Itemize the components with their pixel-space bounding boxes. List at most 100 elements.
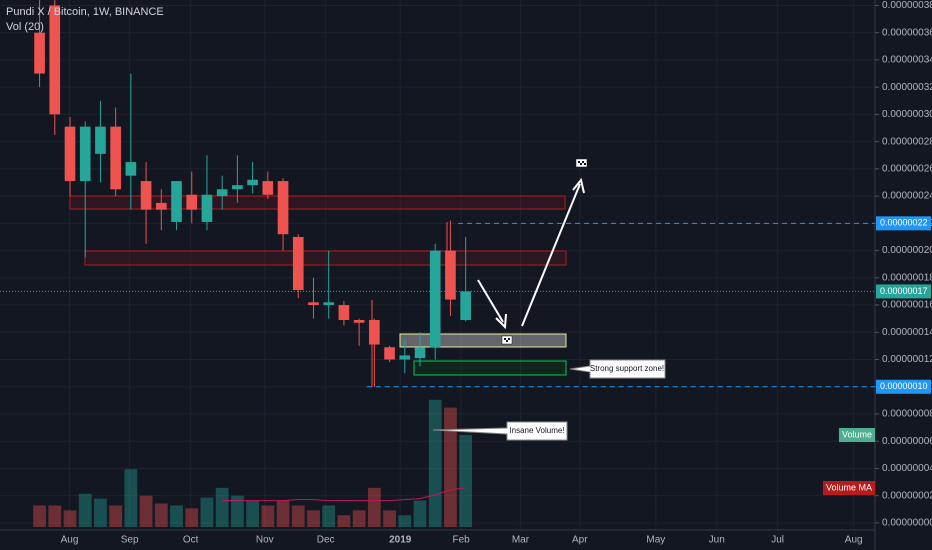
callout: Insane Volume! xyxy=(432,421,568,441)
volume-bar xyxy=(398,515,412,527)
candle-body xyxy=(277,181,289,235)
callout-text: Strong support zone! xyxy=(590,364,664,373)
volume-bar xyxy=(33,505,46,527)
candle-body xyxy=(399,355,411,360)
legend-tag xyxy=(822,481,875,495)
legend-label: Volume xyxy=(842,429,872,439)
candle-body xyxy=(186,194,198,210)
callout-box xyxy=(569,359,666,379)
y-tick-label: 0.00000002 xyxy=(882,490,932,501)
volume-bar xyxy=(154,503,168,527)
candle-body xyxy=(262,181,274,195)
volume-bar xyxy=(215,487,229,527)
volume-bar xyxy=(459,435,473,527)
candle-body xyxy=(64,126,76,182)
y-tick-label: 0.00000032 xyxy=(882,82,932,93)
price-tag xyxy=(876,379,931,394)
y-tick-label: 0.00000020 xyxy=(882,245,932,256)
x-tick-label: Mar xyxy=(512,535,530,546)
x-tick-label: Oct xyxy=(183,535,199,546)
y-tick-label: 0.00000038 xyxy=(882,0,932,11)
candle-body xyxy=(79,126,91,182)
candle-body xyxy=(353,320,365,323)
candle-body xyxy=(323,302,335,306)
volume-bar xyxy=(231,495,244,527)
x-tick-label: May xyxy=(646,535,665,546)
candle-body xyxy=(429,250,441,348)
candle-body xyxy=(247,179,258,186)
y-tick-label: 0.00000004 xyxy=(882,463,932,474)
y-tick-label: 0.00000026 xyxy=(882,163,932,174)
candle-body xyxy=(338,305,350,321)
volume-bar xyxy=(322,505,336,527)
candle-body xyxy=(49,5,61,115)
volume-bar xyxy=(261,505,275,527)
axes: 0.00000000 0.00000002 0.00000004 0.00000006… xyxy=(61,0,932,546)
chart-title: Pundi X / Bitcoin, 1W, BINANCE xyxy=(6,6,164,18)
volume-bar xyxy=(200,497,214,527)
arrow-head xyxy=(572,177,585,194)
candle-body xyxy=(95,126,106,154)
arrows xyxy=(477,177,585,330)
flag-icon xyxy=(501,158,588,345)
volume-bar xyxy=(109,505,123,527)
target-zone xyxy=(399,333,567,348)
callout-text: Insane Volume! xyxy=(509,426,564,435)
y-tick-label: 0.00000016 xyxy=(882,300,932,311)
x-tick-label: Aug xyxy=(61,535,79,546)
y-tick-label: 0.00000006 xyxy=(882,436,932,447)
volume-bar xyxy=(352,510,366,527)
arrow-head xyxy=(495,313,507,330)
y-tick-label: 0.00000008 xyxy=(882,409,932,420)
volume-bar xyxy=(307,510,320,527)
x-tick-label: 2019 xyxy=(389,535,412,546)
resistance-zone xyxy=(84,250,567,266)
volume-bar xyxy=(246,500,259,527)
candle-body xyxy=(171,181,182,222)
x-tick-label: Feb xyxy=(452,535,470,546)
legend-label: Volume MA xyxy=(826,482,872,492)
candle-body xyxy=(125,162,137,176)
volume-bar xyxy=(139,495,153,527)
candle-body xyxy=(216,189,228,197)
volume-pane xyxy=(33,399,473,527)
y-tick-label: 0.00000024 xyxy=(882,191,932,202)
candle-body xyxy=(308,302,319,306)
volume-ma-line xyxy=(222,487,466,502)
volume-bar xyxy=(444,407,457,527)
price-axis xyxy=(875,0,932,550)
candle-body xyxy=(292,236,304,291)
volume-bar xyxy=(413,500,427,527)
y-tick-label: 0.00000034 xyxy=(882,55,932,66)
price-tag-label: 0.00000010 xyxy=(880,381,928,391)
volume-bar xyxy=(94,498,107,527)
price-tag-label: 0.00000017 xyxy=(880,286,928,296)
flag-pattern xyxy=(578,161,586,165)
callout-box xyxy=(432,421,568,441)
x-tick-label: Nov xyxy=(256,535,274,546)
chart-subtitle: Vol (20) xyxy=(6,21,44,33)
volume-bar xyxy=(78,493,92,527)
y-tick-label: 0.00000030 xyxy=(882,109,932,120)
candle-body xyxy=(201,194,213,222)
y-tick-label: 0.00000000 xyxy=(882,518,932,529)
volume-bar xyxy=(63,510,77,527)
candle-body xyxy=(369,320,380,345)
x-tick-label: Apr xyxy=(572,535,588,546)
arrow xyxy=(477,279,504,323)
legend-tag xyxy=(838,428,875,442)
candle-body xyxy=(232,185,243,190)
x-tick-label: Jun xyxy=(709,535,725,546)
volume-bar xyxy=(185,508,199,527)
x-tick-label: Aug xyxy=(845,535,863,546)
volume-bar xyxy=(428,399,442,527)
price-pane xyxy=(0,0,875,388)
price-tag xyxy=(876,216,931,231)
support-zone xyxy=(413,360,567,376)
x-tick-label: Sep xyxy=(121,535,139,546)
y-tick-label: 0.00000036 xyxy=(882,27,932,38)
candle-body xyxy=(460,291,471,321)
candle-body xyxy=(445,250,456,300)
volume-bar xyxy=(291,505,305,527)
